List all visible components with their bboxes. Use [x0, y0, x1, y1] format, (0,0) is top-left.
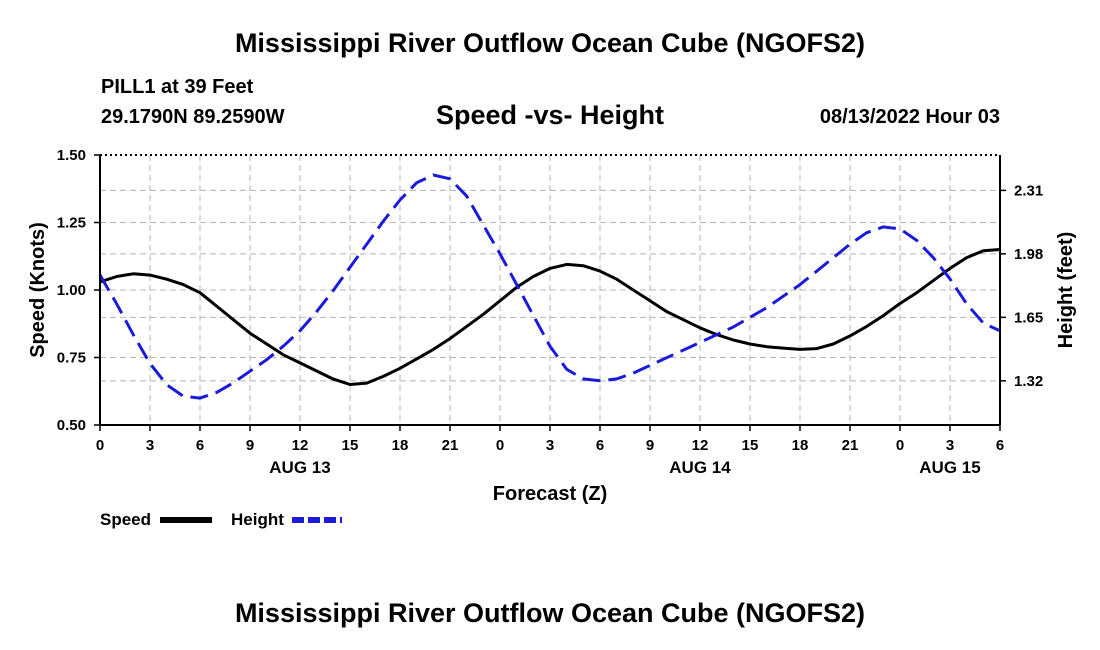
x-tick-label: 18 [792, 437, 809, 454]
axis-labels: 0 3 6 9 12 15 18 21 0 3 6 9 12 15 18 21 0 3 6 AUG 13 AUG 14 A… [27, 147, 1077, 505]
legend-speed-label: Speed [100, 510, 152, 529]
y-axis-title: Speed (Knots) [27, 222, 49, 358]
y-tick-label: 0.50 [57, 417, 86, 434]
x-tick-label: 18 [392, 437, 409, 454]
x-tick-label: 3 [946, 437, 954, 454]
x-tick-label: 0 [496, 437, 504, 454]
day-label: AUG 15 [919, 458, 980, 477]
x-tick-label: 9 [246, 437, 254, 454]
speed-line [99, 248, 1001, 386]
y-tick-label: 1.25 [57, 215, 86, 232]
y2-tick-label: 1.98 [1014, 246, 1043, 263]
x-tick-label: 3 [146, 437, 154, 454]
grid-lines [100, 155, 1000, 425]
x-tick-label: 3 [546, 437, 554, 454]
x-tick-label: 6 [596, 437, 604, 454]
y-tick-label: 1.50 [57, 147, 86, 164]
height-line [98, 173, 1001, 400]
y2-axis-title: Height (feet) [1055, 232, 1077, 349]
legend-height-swatch [292, 517, 342, 523]
x-tick-label: 15 [742, 437, 759, 454]
legend-height-label: Height [231, 510, 284, 529]
y2-tick-label: 1.32 [1014, 373, 1043, 390]
day-label: AUG 13 [269, 458, 330, 477]
station-coordinates: 29.1790N 89.2590W [101, 106, 285, 128]
x-tick-label: 12 [692, 437, 709, 454]
chart-subtitle: Speed -vs- Height [435, 100, 665, 130]
station-label: PILL1 at 39 Feet [101, 76, 254, 98]
y-tick-label: 0.75 [57, 350, 86, 367]
forecast-datetime: 08/13/2022 Hour 03 [819, 106, 1000, 128]
x-tick-label: 12 [292, 437, 309, 454]
x-axis-title: Forecast (Z) [493, 483, 607, 505]
x-tick-label: 21 [842, 437, 859, 454]
y2-tick-label: 2.31 [1014, 182, 1043, 199]
x-tick-label: 15 [342, 437, 359, 454]
x-tick-label: 0 [96, 437, 104, 454]
legend-speed-swatch [160, 517, 212, 523]
x-tick-label: 21 [442, 437, 459, 454]
x-tick-label: 9 [646, 437, 654, 454]
footer-title: Mississippi River Outflow Ocean Cube (NG… [234, 598, 866, 628]
x-tick-label: 6 [996, 437, 1004, 454]
x-tick-label: 6 [196, 437, 204, 454]
y-tick-label: 1.00 [57, 282, 86, 299]
chart-title: Mississippi River Outflow Ocean Cube (NG… [234, 28, 866, 58]
day-label: AUG 14 [669, 458, 731, 477]
axes [94, 154, 1006, 431]
x-tick-label: 0 [896, 437, 904, 454]
series-lines [98, 173, 1001, 400]
y2-tick-label: 1.65 [1014, 309, 1043, 326]
